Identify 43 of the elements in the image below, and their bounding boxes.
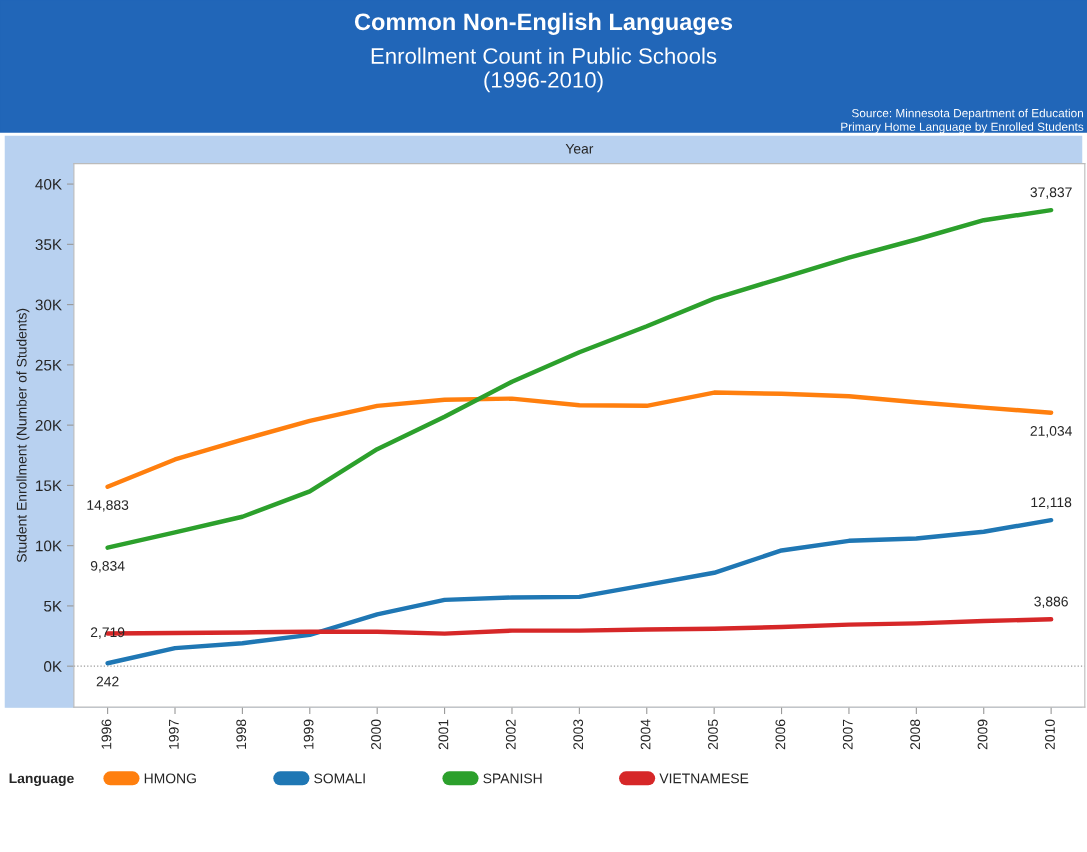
data-label: 9,834 [90, 560, 125, 573]
y-tick-label: 0K [44, 661, 62, 672]
y-tick-label: 20K [35, 419, 62, 431]
x-tick-label: 1997 [168, 719, 179, 749]
chart-subtitle: Enrollment Count in Public Schools (1996-2010) [371, 47, 717, 93]
y-tick-label: 15K [36, 480, 62, 492]
y-tick-label: 10K [36, 540, 62, 552]
data-label: 14,883 [87, 500, 129, 512]
x-tick-label: 1999 [303, 719, 314, 749]
x-tick-label: 2001 [438, 719, 449, 750]
data-label: 3,886 [1034, 596, 1068, 609]
y-tick-label: 35K [35, 239, 62, 251]
data-label: 242 [96, 676, 119, 687]
x-tick-label: 2002 [505, 719, 516, 750]
x-tick-label: 1996 [101, 719, 112, 749]
legend-title: Language [9, 773, 74, 787]
data-label: 21,034 [1030, 426, 1072, 438]
data-label: 2,719 [90, 627, 125, 639]
x-tick-label: 2008 [910, 719, 921, 750]
text: Primary Home Language by Enrolled Students [841, 122, 1084, 134]
x-tick-label: 2000 [371, 719, 381, 750]
x-tick-label: 2004 [640, 719, 651, 750]
x-tick-label: 1998 [236, 719, 247, 749]
chart-title: Common Non-English Languages [354, 12, 733, 35]
data-label: 37,837 [1030, 187, 1072, 199]
x-tick-label: 2010 [1045, 719, 1055, 750]
legend-label: SPANISH [483, 773, 542, 784]
y-axis-title: Student Enrollment (Number of Students) [16, 308, 30, 563]
source-note: Source: Minnesota Department of Education [851, 108, 1083, 120]
y-tick-label: 30K [35, 299, 62, 311]
legend-label: VIETNAMESE [659, 773, 749, 784]
x-tick-label: 2009 [977, 719, 988, 750]
x-axis-title: Year [565, 143, 594, 154]
x-tick-label: 2007 [842, 719, 853, 750]
data-label: 12,118 [1031, 497, 1072, 509]
y-tick-label: 5K [44, 600, 62, 612]
y-tick-label: 25K [35, 359, 62, 371]
legend-label: HMONG [144, 773, 196, 784]
y-tick-label: 40K [35, 178, 62, 190]
x-tick-label: 2005 [708, 719, 718, 750]
x-tick-label: 2006 [775, 719, 786, 750]
x-tick-label: 2003 [573, 719, 584, 750]
legend-label: SOMALI [314, 773, 365, 784]
